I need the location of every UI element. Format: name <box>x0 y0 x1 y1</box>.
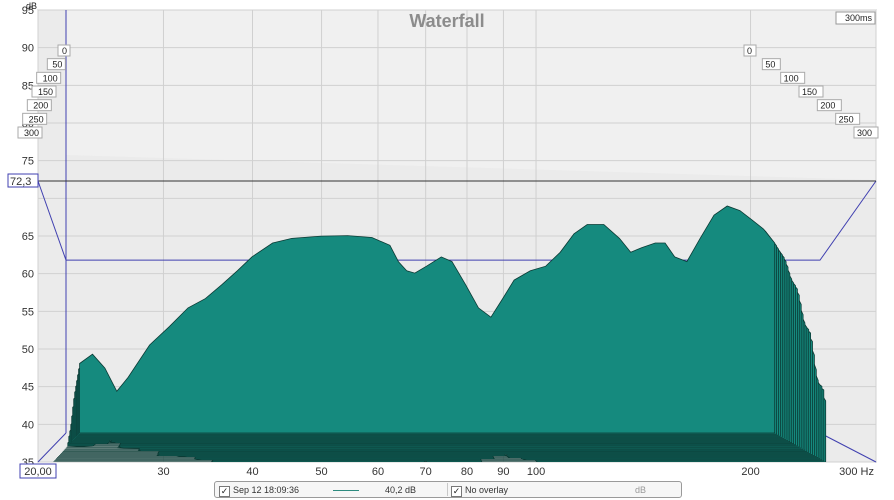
overlay-label: No overlay <box>465 485 509 495</box>
x-tick-label: 40 <box>246 466 258 478</box>
y-tick-label: 65 <box>22 231 34 243</box>
time-tick-box <box>17 126 43 139</box>
time-tick-box <box>36 71 62 84</box>
time-tick-box <box>853 126 879 139</box>
checkbox-icon[interactable]: ✓ <box>451 486 462 497</box>
x-cursor-box <box>19 463 57 479</box>
time-tick-label: 0 <box>747 46 752 56</box>
x-tick-label: 20,00 <box>24 466 52 478</box>
y-axis-ticks: 354045505560657580859095 <box>22 5 34 469</box>
waterfall-slices <box>53 205 827 462</box>
measurement-label: Sep 12 18:09:36 <box>233 485 300 495</box>
time-tick-box <box>22 112 48 125</box>
y-tick-label: 55 <box>22 306 34 318</box>
y-tick-label: 45 <box>22 382 34 394</box>
time-tick-label: 250 <box>839 114 854 124</box>
x-tick-label: 60 <box>372 466 384 478</box>
time-tick-label: 100 <box>784 73 799 83</box>
y-tick-label: 95 <box>22 5 34 17</box>
time-tick-label: 200 <box>33 101 48 111</box>
time-tick-label: 50 <box>52 60 62 70</box>
time-tick-label: 150 <box>802 87 817 97</box>
time-tick-label: 50 <box>765 60 775 70</box>
time-tick-box <box>780 71 806 84</box>
x-tick-label: 30 <box>157 466 169 478</box>
x-tick-label: 70 <box>420 466 432 478</box>
cursor-value-box <box>7 173 39 188</box>
back-wall <box>66 10 876 180</box>
y-tick-label: 50 <box>22 344 34 356</box>
overlay-unit: dB <box>635 485 647 495</box>
level-label: 40,2 dB <box>385 485 417 495</box>
time-tick-box <box>761 58 781 71</box>
x-tick-label: 80 <box>461 466 473 478</box>
waterfall-chart: 72,3 354045505560657580859095 20,0030405… <box>7 1 879 479</box>
time-tick-box <box>26 99 52 112</box>
time-tick-label: 0 <box>62 46 67 56</box>
time-tick-label: 250 <box>29 114 44 124</box>
x-axis-ticks: 20,00 30 40 50 60 70 80 90 100 200 300 Hz <box>19 463 874 479</box>
y-tick-label: 90 <box>22 43 34 55</box>
overlay-toggle[interactable]: ✓ No overlay <box>451 484 509 497</box>
svg-text:300ms: 300ms <box>845 13 873 23</box>
legend-divider <box>447 483 448 496</box>
y-tick-label: 60 <box>22 269 34 281</box>
y-tick-label: 85 <box>22 80 34 92</box>
x-tick-label: 200 <box>741 466 759 478</box>
time-tick-label: 100 <box>43 73 58 83</box>
checkbox-icon[interactable]: ✓ <box>219 486 230 497</box>
x-tick-label: 100 <box>527 466 545 478</box>
time-tick-box <box>743 44 757 57</box>
depth-axis-left <box>37 432 67 463</box>
cursor-line[interactable]: 72,3 <box>7 173 876 188</box>
y-tick-label: 40 <box>22 419 34 431</box>
x-tick-label: 50 <box>315 466 327 478</box>
time-tick-box <box>31 85 57 98</box>
time-tick-label: 150 <box>38 87 53 97</box>
time-tick-box <box>816 99 842 112</box>
chart-title: Waterfall <box>409 11 484 31</box>
time-axis-left: 050 100 150 200 250 300 <box>17 44 71 139</box>
measurement-toggle[interactable]: ✓ Sep 12 18:09:36 <box>219 484 300 497</box>
series-swatch <box>333 490 359 491</box>
time-tick-label: 300 <box>857 128 872 138</box>
time-tick-box <box>46 58 66 71</box>
time-tick-box <box>798 85 824 98</box>
time-tick-box <box>835 112 861 125</box>
legend-bar: ✓ Sep 12 18:09:36 40,2 dB ✓ No overlay dB <box>214 481 682 498</box>
depth-axis-right <box>819 432 877 463</box>
time-range-badge: 300ms <box>835 11 876 25</box>
time-tick-label: 300 <box>24 128 39 138</box>
cursor-value: 72,3 <box>10 176 31 188</box>
waterfall-slice <box>79 205 776 434</box>
x-tick-label: 90 <box>497 466 509 478</box>
y-tick-label: 75 <box>22 156 34 168</box>
time-tick-label: 200 <box>820 101 835 111</box>
x-tick-label: 300 Hz <box>839 466 874 478</box>
y-axis-unit: dB <box>26 1 37 11</box>
time-tick-box <box>57 44 71 57</box>
